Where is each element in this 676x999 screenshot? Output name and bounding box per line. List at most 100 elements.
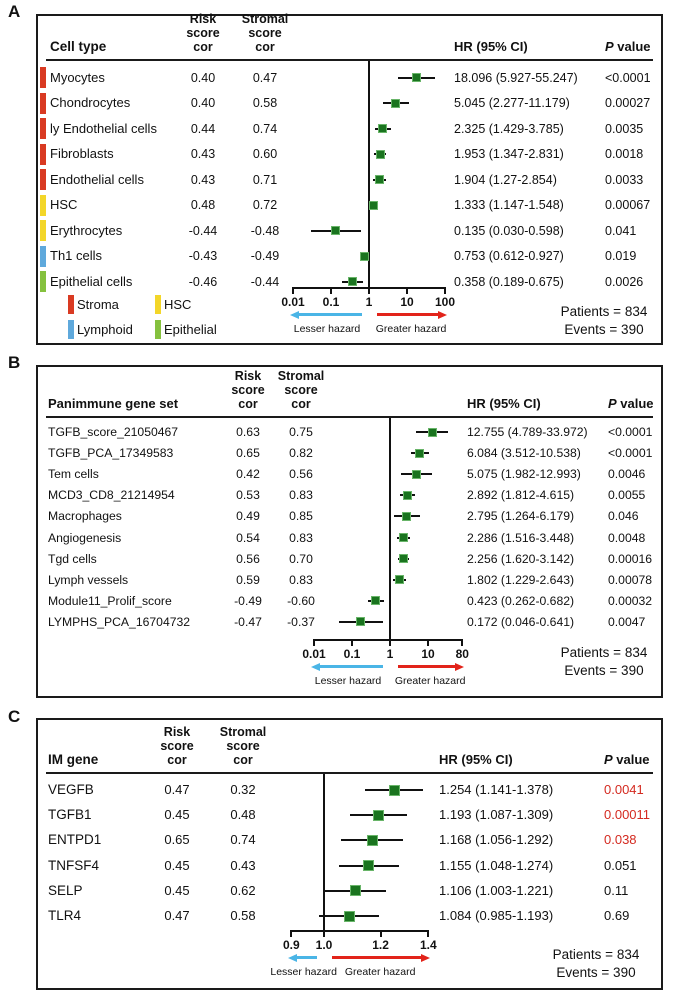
stromal-cor-value: 0.74 xyxy=(230,832,256,848)
risk-cor-value: 0.47 xyxy=(164,908,190,923)
risk-cor-value: 0.49 xyxy=(236,509,260,524)
axis-tick xyxy=(389,639,391,646)
hr-ci-text: 1.904 (1.27-2.854) xyxy=(454,172,557,187)
hr-ci-text: 18.096 (5.927-55.247) xyxy=(454,70,578,85)
hr-marker xyxy=(356,617,366,627)
hr-ci-text: 2.325 (1.429-3.785) xyxy=(454,121,564,136)
risk-cor-value: -0.43 xyxy=(188,249,218,263)
hr-ci-text: 2.256 (1.620-3.142) xyxy=(467,551,575,566)
hr-ci-text: 12.755 (4.789-33.972) xyxy=(467,425,588,439)
p-value-text: 0.0055 xyxy=(608,488,646,503)
risk-cor-value: 0.44 xyxy=(190,121,216,136)
p-value-text: 0.00011 xyxy=(604,807,651,823)
hr-marker xyxy=(388,784,400,796)
hr-ci-text: 1.084 (0.985-1.193) xyxy=(439,908,554,923)
p-value-text: 0.051 xyxy=(604,857,637,873)
legend-swatch-stroma xyxy=(68,295,74,314)
hr-marker xyxy=(378,124,388,133)
column-header-stromal: Stromal score cor xyxy=(241,12,289,54)
axis-tick xyxy=(406,287,408,294)
row-label-header: IM gene xyxy=(48,752,99,767)
p-value-text: <0.0001 xyxy=(608,425,653,439)
risk-cor-value: 0.48 xyxy=(190,198,216,212)
hr-marker xyxy=(415,448,425,458)
lesser-hazard-label: Lesser hazard xyxy=(293,323,361,335)
hr-marker xyxy=(331,226,341,235)
patients-count: Patients = 834 xyxy=(560,304,648,319)
hr-ci-text: 2.286 (1.516-3.448) xyxy=(467,530,575,545)
axis-tick-label: 0.01 xyxy=(281,295,305,309)
row-label: HSC xyxy=(50,197,78,212)
row-color-bar xyxy=(40,220,46,241)
stromal-cor-value: 0.71 xyxy=(252,172,278,187)
hr-marker xyxy=(343,910,355,922)
stromal-cor-value: 0.70 xyxy=(289,551,313,566)
greater-arrow-bar xyxy=(332,956,422,959)
row-label: TLR4 xyxy=(48,908,82,923)
forest-row: Th1 cells -0.43 -0.49 0.753 (0.612-0.927) 0.… xyxy=(38,245,661,267)
p-value-text: <0.0001 xyxy=(608,446,653,461)
p-value-text: 0.0041 xyxy=(604,782,644,797)
greater-hazard-arrow xyxy=(332,953,431,962)
row-label: LYMPHS_PCA_16704732 xyxy=(48,614,191,629)
hr-ci-text: 5.045 (2.277-11.179) xyxy=(454,96,570,110)
forest-row: Macrophages 0.49 0.85 2.795 (1.264-6.179) 0.… xyxy=(38,505,661,527)
forest-row: ly Endothelial cells 0.44 0.74 2.325 (1.429… xyxy=(38,118,661,140)
p-value-header: P value xyxy=(604,752,650,767)
stromal-cor-value: -0.49 xyxy=(250,249,280,263)
axis-tick xyxy=(427,930,430,937)
row-label: Epithelial cells xyxy=(50,273,133,289)
p-value-text: 0.046 xyxy=(608,509,639,524)
risk-cor-value: 0.59 xyxy=(236,572,260,587)
greater-hazard-label: Greater hazard xyxy=(344,966,416,978)
axis-tick xyxy=(313,639,315,646)
p-value-text: <0.0001 xyxy=(605,70,651,85)
axis-tick-label: 0.01 xyxy=(302,647,326,661)
forest-row: Module11_Prolif_score -0.49 -0.60 0.423 (0.… xyxy=(38,590,661,612)
stromal-cor-value: 0.43 xyxy=(230,857,256,873)
row-label: Tgd cells xyxy=(48,551,97,566)
axis-tick xyxy=(427,639,429,646)
axis-tick-label: 100 xyxy=(434,295,456,309)
p-header-rest: value xyxy=(613,39,651,54)
stromal-cor-value: 0.62 xyxy=(230,882,256,898)
risk-cor-value: 0.40 xyxy=(190,70,216,85)
forest-row: Epithelial cells -0.46 -0.44 0.358 (0.189-0… xyxy=(38,271,661,293)
forest-row: TGFB1 0.45 0.48 1.193 (1.087-1.309) 0.00011 xyxy=(38,804,661,826)
stromal-cor-value: 0.58 xyxy=(230,908,256,923)
hr-header: HR (95% CI) xyxy=(467,396,541,411)
stromal-cor-value: 0.32 xyxy=(230,782,256,797)
hr-ci-text: 0.753 (0.612-0.927) xyxy=(454,249,564,263)
forest-row: Endothelial cells 0.43 0.71 1.904 (1.27-2.8… xyxy=(38,169,661,191)
hr-ci-text: 2.892 (1.812-4.615) xyxy=(467,488,575,503)
hr-marker xyxy=(412,73,422,82)
risk-cor-value: 0.47 xyxy=(164,782,190,797)
row-color-bar xyxy=(40,271,46,292)
axis-tick xyxy=(444,287,446,294)
hr-ci-text: 0.423 (0.262-0.682) xyxy=(467,593,575,608)
p-value-text: 0.00067 xyxy=(605,198,651,212)
axis-tick-label: 1.0 xyxy=(315,938,333,952)
axis-tick-label: 10 xyxy=(400,295,414,309)
hr-marker xyxy=(347,277,357,286)
row-label: Module11_Prolif_score xyxy=(48,593,172,608)
axis-tick-label: 1.2 xyxy=(372,938,389,952)
lesser-arrow-bar xyxy=(297,956,317,959)
row-color-bar xyxy=(40,118,46,139)
hr-ci-text: 1.953 (1.347-2.831) xyxy=(454,147,564,161)
p-value-text: 0.038 xyxy=(604,832,637,848)
lesser-hazard-label: Lesser hazard xyxy=(270,966,337,978)
p-value-text: 0.00078 xyxy=(608,572,653,587)
forest-row: Fibroblasts 0.43 0.60 1.953 (1.347-2.831) 0.… xyxy=(38,143,661,165)
greater-hazard-arrow xyxy=(398,662,465,671)
row-label-header: Cell type xyxy=(50,39,107,54)
axis-tick xyxy=(292,287,294,294)
header-rule xyxy=(46,416,653,418)
greater-arrow-bar xyxy=(398,665,456,668)
forest-row: Myocytes 0.40 0.47 18.096 (5.927-55.247) <0.… xyxy=(38,67,661,89)
stromal-cor-value: 0.47 xyxy=(252,70,278,85)
hr-header: HR (95% CI) xyxy=(439,752,513,767)
column-header-risk: Risk score cor xyxy=(186,12,220,54)
row-color-bar xyxy=(40,169,46,190)
hr-ci-text: 6.084 (3.512-10.538) xyxy=(467,446,581,461)
